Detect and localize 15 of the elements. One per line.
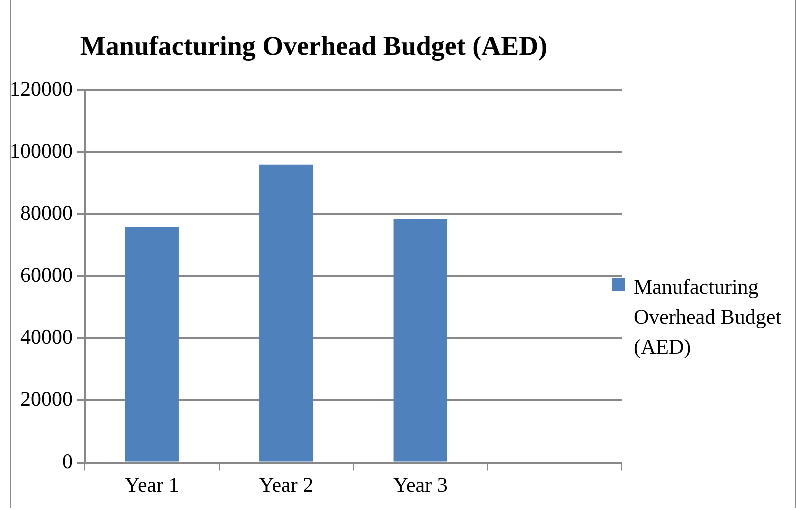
y-tick-label: 120000 — [10, 76, 73, 101]
y-tick-label: 40000 — [20, 325, 73, 350]
chart-title: Manufacturing Overhead Budget (AED) — [80, 31, 548, 62]
y-tick-label: 100000 — [10, 138, 73, 163]
y-tick-label: 80000 — [20, 201, 73, 226]
x-tick-label: Year 2 — [259, 472, 314, 497]
y-tick-label: 60000 — [20, 263, 73, 288]
legend-label: Manufacturing Overhead Budget (AED) — [634, 274, 783, 361]
bar — [260, 164, 314, 462]
y-tick-label: 20000 — [20, 387, 73, 412]
x-tick-label: Year 3 — [393, 472, 448, 497]
x-tick-label: Year 1 — [124, 472, 180, 497]
bar — [394, 219, 448, 462]
y-tick-label: 0 — [62, 449, 73, 474]
bar — [125, 226, 179, 462]
